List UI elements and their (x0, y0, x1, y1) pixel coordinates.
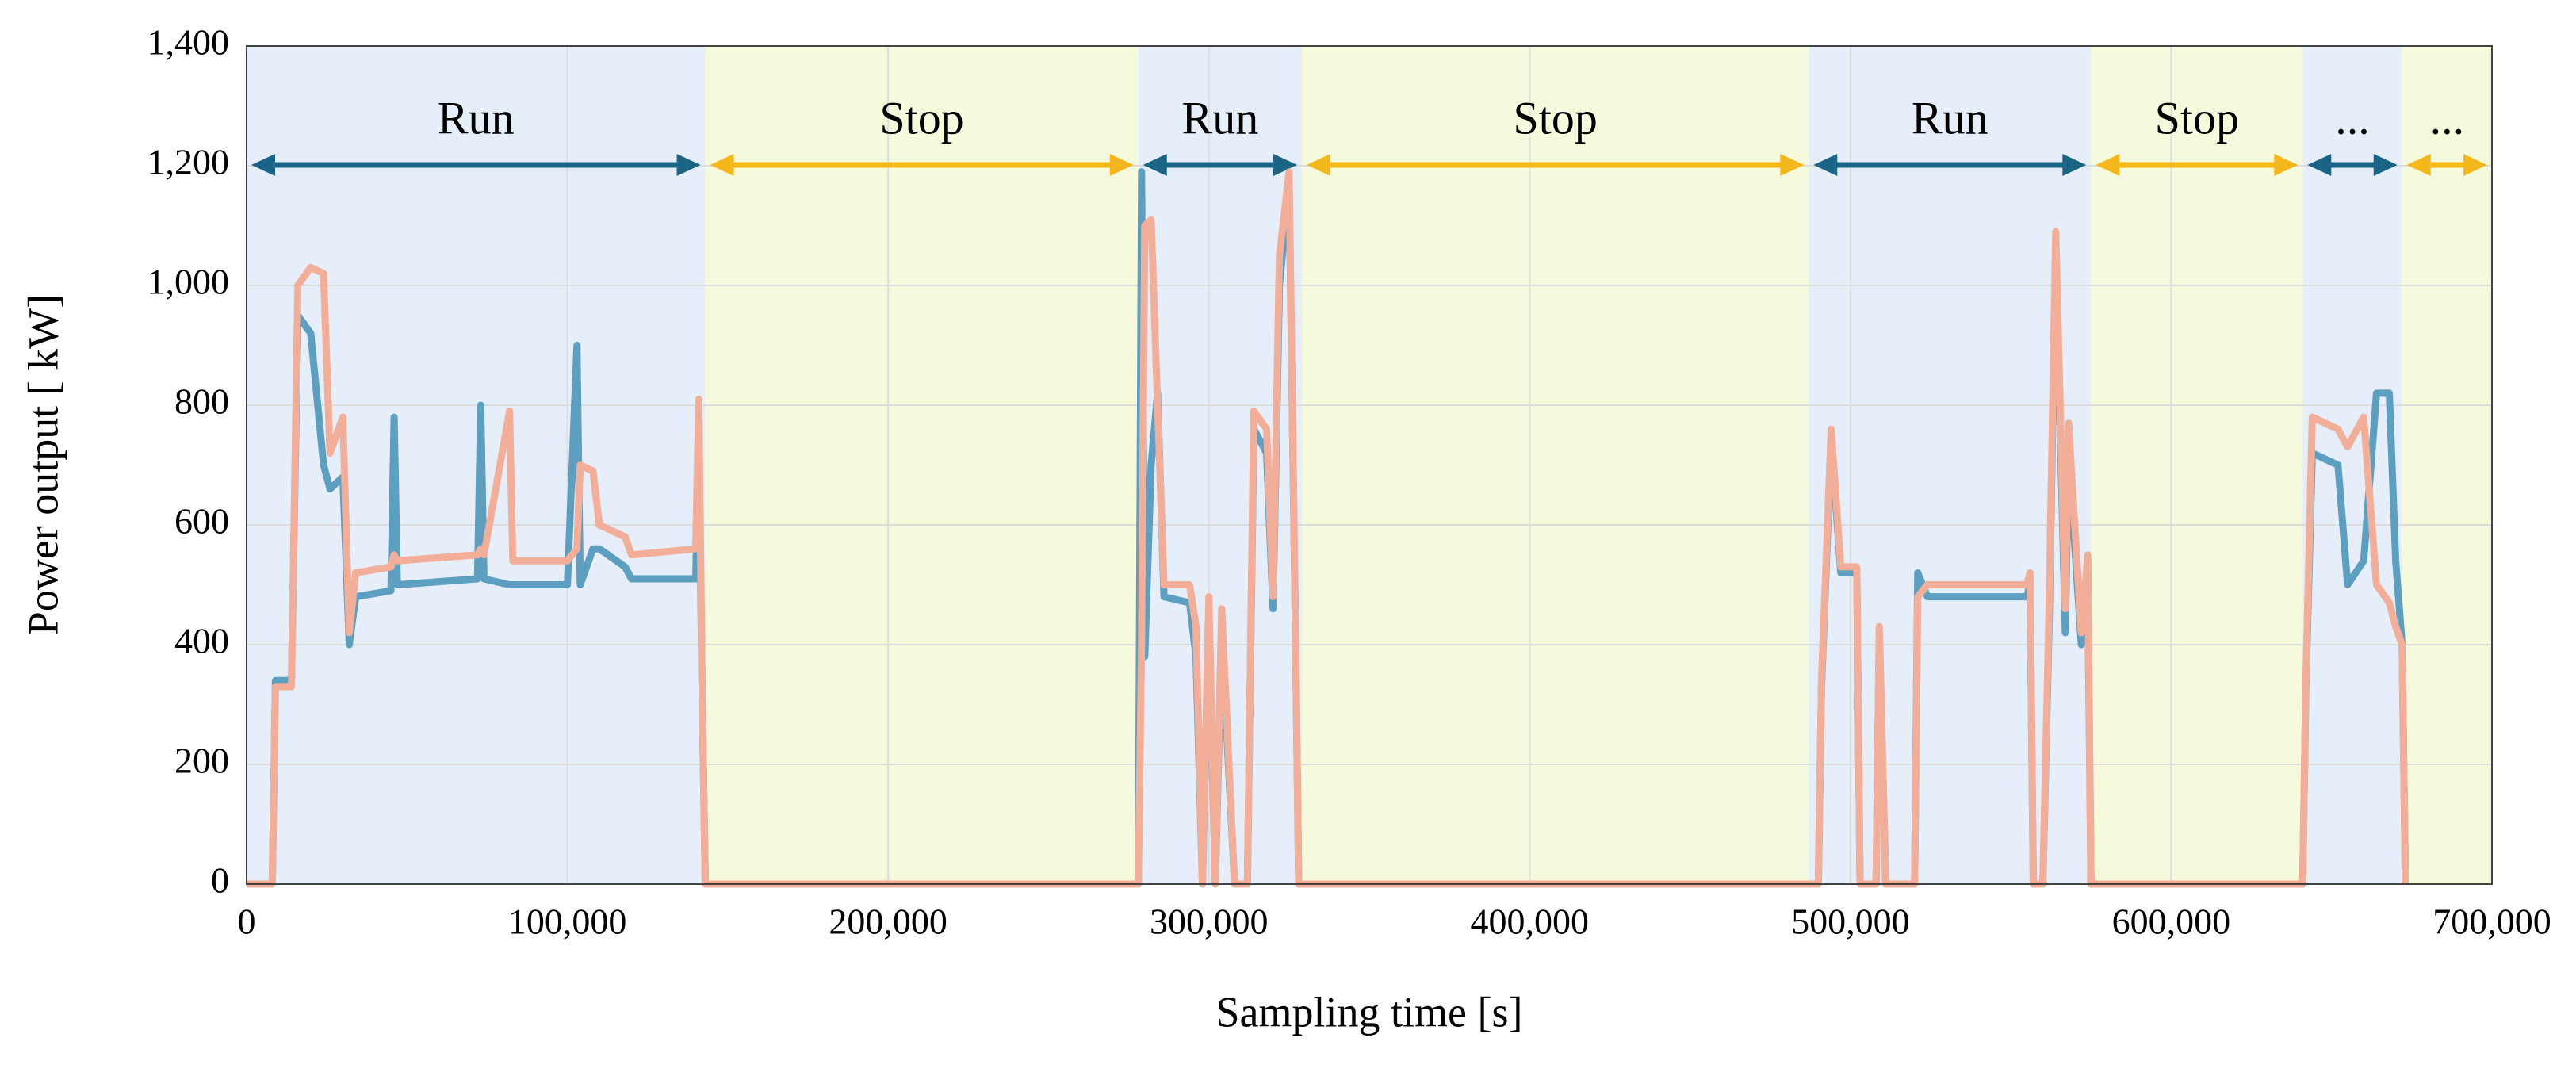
arrow-head (2062, 154, 2087, 176)
y-tick-label: 1,400 (147, 22, 230, 63)
y-tick-label: 800 (174, 381, 229, 422)
region-band (1302, 46, 1809, 884)
y-tick-label: 200 (174, 741, 229, 781)
region-label: Stop (879, 92, 963, 144)
region-label: ... (2430, 92, 2465, 144)
arrow-head (1143, 154, 1167, 176)
y-tick-label: 600 (174, 501, 229, 542)
region-band (2091, 46, 2303, 884)
x-tick-label: 700,000 (2432, 902, 2551, 942)
arrow-head (1273, 154, 1298, 176)
x-tick-label: 200,000 (829, 902, 947, 942)
y-tick-label: 1,200 (147, 142, 230, 182)
arrow-head (2406, 154, 2431, 176)
arrow-head (710, 154, 734, 176)
y-tick-label: 1,000 (147, 262, 230, 302)
arrow-head (1813, 154, 1838, 176)
x-tick-label: 0 (238, 902, 256, 942)
y-tick-label: 0 (211, 860, 229, 901)
arrow-head (2373, 154, 2398, 176)
x-tick-label: 600,000 (2112, 902, 2231, 942)
region-band (705, 46, 1139, 884)
region-label: Stop (1513, 92, 1597, 144)
y-tick-label: 400 (174, 621, 229, 661)
y-axis-title: Power output [ kW] (19, 294, 67, 635)
x-tick-label: 100,000 (508, 902, 627, 942)
arrow-head (1307, 154, 1331, 176)
region-label: Run (438, 92, 515, 144)
region-label: Run (1912, 92, 1988, 144)
region-band (2302, 46, 2402, 884)
region-band (247, 46, 706, 884)
region-label: ... (2335, 92, 2370, 144)
x-tick-label: 300,000 (1150, 902, 1269, 942)
arrow-head (2463, 154, 2487, 176)
region-label: Run (1182, 92, 1259, 144)
arrow-head (2274, 154, 2298, 176)
arrow-head (2307, 154, 2332, 176)
x-axis-title: Sampling time [s] (1216, 988, 1523, 1036)
arrow-head (251, 154, 275, 176)
arrow-head (1109, 154, 1134, 176)
x-tick-label: 500,000 (1791, 902, 1910, 942)
plot-frame (246, 45, 2493, 885)
x-tick-label: 400,000 (1471, 902, 1590, 942)
region-band (2402, 46, 2492, 884)
arrow-head (676, 154, 701, 176)
arrow-head (2096, 154, 2120, 176)
arrow-head (1780, 154, 1805, 176)
region-label: Stop (2155, 92, 2239, 144)
